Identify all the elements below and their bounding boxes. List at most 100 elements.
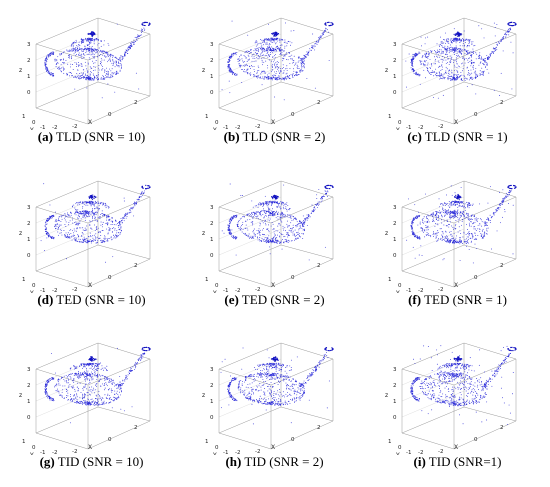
z-tick-label: 3	[393, 205, 397, 211]
subfigure-letter: (f)	[408, 292, 421, 307]
x-tick-label: 0	[108, 275, 112, 281]
y-tick-label: 0	[398, 445, 402, 451]
teapot-points	[222, 184, 334, 261]
y-tick-label: 1	[388, 439, 392, 445]
teapot-points	[221, 347, 334, 424]
y-tick-label: 0	[32, 283, 36, 289]
subfigure-letter: (a)	[38, 129, 53, 144]
z-tick-label: 0	[27, 415, 31, 421]
z-tick-label: 1	[27, 74, 31, 80]
y-tick-label: 0	[32, 120, 36, 126]
z-tick-label: 3	[393, 367, 397, 373]
y-tick-label: 0	[32, 445, 36, 451]
z-tick-label: 2	[393, 58, 397, 64]
subfigure-caption: (f) TED (SNR = 1)	[366, 292, 549, 308]
z-axis-label: z	[202, 230, 205, 237]
subfigure-text: TLD (SNR = 2)	[240, 129, 326, 144]
z-tick-label: 0	[27, 90, 31, 96]
z-tick-label: 0	[27, 253, 31, 259]
y-tick-label: 1	[205, 277, 209, 283]
x-axis-label: X	[454, 119, 458, 126]
x-tick-label: 2	[317, 100, 321, 106]
x-tick-label: 2	[500, 100, 504, 106]
x-tick-label: 0	[474, 275, 478, 281]
y-tick-label: 1	[22, 277, 26, 283]
grid-lines	[36, 359, 98, 417]
z-tick-label: 3	[27, 42, 31, 48]
subfigure-caption: (g) TID (SNR = 10)	[0, 454, 183, 470]
z-tick-label: 0	[393, 90, 397, 96]
z-tick-label: 3	[393, 42, 397, 48]
teapot-points	[405, 22, 516, 99]
y-tick-label: 1	[22, 439, 26, 445]
z-tick-label: 0	[393, 415, 397, 421]
x-tick-label: 0	[474, 112, 478, 118]
subfigure-letter: (e)	[224, 292, 238, 307]
z-tick-label: 1	[27, 237, 31, 243]
x-tick-label: 2	[134, 425, 138, 431]
y-tick-label: 1	[205, 439, 209, 445]
z-axis-label: z	[19, 230, 22, 237]
y-tick-label: 0	[215, 120, 219, 126]
z-axis-label: z	[385, 230, 388, 237]
x-axis-label: X	[271, 444, 275, 451]
y-tick-label: 0	[215, 445, 219, 451]
subfigure-text: TID (SNR=1)	[426, 454, 502, 469]
x-tick-label: 2	[317, 425, 321, 431]
z-tick-label: 1	[393, 74, 397, 80]
teapot-points	[410, 345, 516, 425]
x-tick-label: 2	[317, 263, 321, 269]
subfigure-text: TID (SNR = 10)	[55, 454, 144, 469]
teapot-points	[44, 22, 150, 98]
subfigure-letter: (g)	[40, 454, 55, 469]
subfigure-letter: (h)	[225, 454, 241, 469]
grid-lines	[219, 359, 281, 417]
teapot-points	[45, 347, 151, 423]
y-tick-label: 1	[22, 114, 26, 120]
y-tick-label: 0	[215, 283, 219, 289]
z-axis-label: z	[202, 392, 205, 399]
x-axis-label: X	[454, 282, 458, 289]
subfigure-caption: (h) TID (SNR = 2)	[183, 454, 366, 470]
teapot-points	[406, 185, 516, 264]
x-tick-label: 0	[108, 437, 112, 443]
z-tick-label: 0	[393, 253, 397, 259]
x-tick-label: 0	[108, 112, 112, 118]
z-tick-label: 2	[27, 383, 31, 389]
z-tick-label: 1	[27, 399, 31, 405]
x-tick-label: 2	[500, 263, 504, 269]
grid-lines	[36, 34, 98, 92]
z-tick-label: 2	[27, 58, 31, 64]
z-tick-label: 2	[393, 221, 397, 227]
subfigure-caption: (c) TLD (SNR = 1)	[366, 129, 549, 145]
x-axis-label: X	[88, 282, 92, 289]
x-tick-label: 2	[134, 263, 138, 269]
subfigure-letter: (c)	[407, 129, 421, 144]
z-tick-label: 0	[210, 415, 214, 421]
subfigure-text: TID (SNR = 2)	[241, 454, 323, 469]
z-tick-label: 1	[393, 237, 397, 243]
